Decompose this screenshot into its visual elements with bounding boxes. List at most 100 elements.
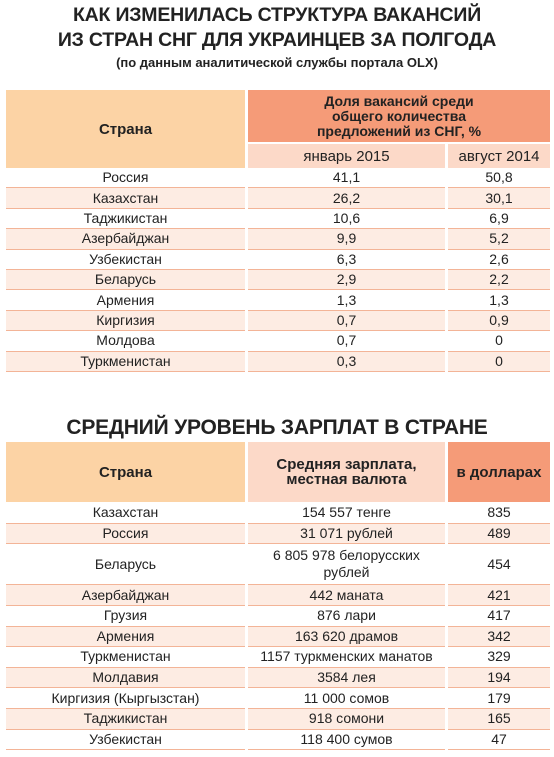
table-cell-text: 1,3 bbox=[336, 291, 357, 308]
table-cell: 0,3 bbox=[248, 351, 445, 372]
header-cell: август 2014 bbox=[448, 144, 550, 168]
table-cell: Молдова bbox=[6, 331, 245, 352]
table-cell-text: Молдавия bbox=[92, 669, 159, 686]
table-cell: Беларусь bbox=[6, 270, 245, 291]
table-cell: 154 557 тенге bbox=[248, 503, 445, 524]
table-cell-text: 0,7 bbox=[336, 311, 357, 328]
table-cell-text: 2,2 bbox=[489, 271, 509, 288]
table-cell: 0,7 bbox=[248, 310, 445, 332]
table-cell: Азербайджан bbox=[6, 229, 245, 250]
table-cell-text: 6 805 978 белорусских рублей bbox=[273, 547, 420, 581]
table-cell: 1157 туркменских манатов bbox=[248, 647, 445, 668]
table-cell-text: Беларусь bbox=[94, 271, 157, 288]
table-cell: 1,3 bbox=[448, 290, 550, 311]
header-cell-text: Средняя зарплата, местная валюта bbox=[276, 456, 417, 488]
table-cell: 918 сомони bbox=[248, 709, 445, 730]
table-cell-text: 835 bbox=[487, 504, 511, 521]
table-cell-text: 1157 туркменских манатов bbox=[260, 648, 433, 665]
table-cell: Грузия bbox=[6, 606, 245, 627]
table-cell: Россия bbox=[6, 168, 245, 189]
table-cell-text: 6,3 bbox=[336, 250, 357, 267]
title-line: КАК ИЗМЕНИЛАСЬ СТРУКТУРА ВАКАНСИЙ bbox=[0, 2, 554, 28]
table-cell: Армения bbox=[6, 626, 245, 648]
header-cell: Страна bbox=[6, 90, 245, 168]
header-cell-text: Страна bbox=[98, 120, 153, 138]
table-cell: 47 bbox=[448, 730, 550, 751]
header-cell: январь 2015 bbox=[248, 144, 445, 168]
table-cell: Армения bbox=[6, 290, 245, 311]
title-line: ИЗ СТРАН СНГ ДЛЯ УКРАИНЦЕВ ЗА ПОЛГОДА bbox=[0, 27, 554, 53]
table-cell: 2,2 bbox=[448, 270, 550, 291]
header-cell-text: январь 2015 bbox=[303, 147, 390, 165]
table-cell: 0,7 bbox=[248, 331, 445, 352]
table-cell: Россия bbox=[6, 523, 245, 545]
table-cell: 342 bbox=[448, 626, 550, 648]
table-cell-text: 454 bbox=[487, 555, 511, 572]
table-cell-text: 421 bbox=[487, 586, 511, 603]
table-cell-text: 489 bbox=[487, 524, 511, 541]
table-cell: 6,9 bbox=[448, 209, 550, 230]
header-cell: Страна bbox=[6, 442, 245, 502]
table-cell-text: 179 bbox=[487, 689, 511, 706]
table-cell: Таджикистан bbox=[6, 209, 245, 230]
section-title: СРЕДНИЙ УРОВЕНЬ ЗАРПЛАТ В СТРАНЕ bbox=[0, 414, 554, 442]
table-cell-text: 1,3 bbox=[489, 291, 509, 308]
table-cell-text: 329 bbox=[487, 648, 511, 665]
table-cell: Туркменистан bbox=[6, 647, 245, 668]
table-cell-text: Туркменистан bbox=[80, 648, 171, 665]
table-cell: Казахстан bbox=[6, 188, 245, 209]
table-cell-text: 9,9 bbox=[336, 230, 357, 247]
table-cell: 118 400 сумов bbox=[248, 730, 445, 751]
section-title-text: СРЕДНИЙ УРОВЕНЬ ЗАРПЛАТ В СТРАНЕ bbox=[66, 416, 488, 439]
table-cell-text: 0,3 bbox=[336, 352, 357, 369]
table-cell-text: 31 071 рублей bbox=[300, 524, 393, 541]
table-cell-text: Грузия bbox=[103, 607, 148, 624]
table-cell-text: Азербайджан bbox=[81, 586, 170, 603]
header-cell: Доля вакансий среди общего количества пр… bbox=[248, 90, 550, 142]
table-cell-text: 41,1 bbox=[332, 169, 361, 186]
table-cell: Беларусь bbox=[6, 544, 245, 586]
table-cell-text: 0 bbox=[495, 332, 503, 349]
table-cell: 442 маната bbox=[248, 585, 445, 606]
table-cell: 6,3 bbox=[248, 250, 445, 270]
table-cell-text: 10,6 bbox=[332, 209, 361, 226]
table-cell-text: 2,9 bbox=[336, 271, 357, 288]
table-cell: 1,3 bbox=[248, 290, 445, 311]
table-cell: 0 bbox=[448, 351, 550, 372]
table-cell-text: 442 маната bbox=[309, 586, 384, 603]
table-cell-text: 0 bbox=[495, 352, 503, 369]
table-cell-text: 47 bbox=[491, 730, 507, 747]
table-cell: Киргизия (Кыргызстан) bbox=[6, 688, 245, 709]
table-cell-text: 918 сомони bbox=[308, 710, 385, 727]
header-cell-text: Доля вакансий среди общего количества пр… bbox=[316, 92, 482, 139]
subtitle: (по данным аналитической службы портала … bbox=[0, 52, 554, 72]
table-cell-text: Казахстан bbox=[92, 189, 159, 206]
table-cell: 421 bbox=[448, 585, 550, 606]
header-cell: Средняя зарплата, местная валюта bbox=[248, 442, 445, 502]
table-cell: Казахстан bbox=[6, 503, 245, 524]
header-cell-text: в долларах bbox=[456, 463, 542, 481]
table-cell-text: 3584 лея bbox=[317, 669, 376, 686]
table-cell-text: Казахстан bbox=[92, 504, 159, 521]
table-cell: 50,8 bbox=[448, 168, 550, 189]
table-cell: 0 bbox=[448, 331, 550, 352]
table-cell: 876 лари bbox=[248, 606, 445, 627]
table-cell-text: Россия bbox=[102, 524, 149, 541]
table-cell-text: 118 400 сумов bbox=[300, 730, 393, 747]
table-cell-text: 30,1 bbox=[485, 189, 513, 206]
table-cell: Туркменистан bbox=[6, 351, 245, 372]
table-cell: 2,6 bbox=[448, 250, 550, 270]
table-cell: 835 bbox=[448, 503, 550, 524]
table-cell: 165 bbox=[448, 709, 550, 730]
table-cell-text: Беларусь bbox=[94, 555, 157, 572]
table-cell: 11 000 сомов bbox=[248, 688, 445, 709]
table-cell-text: 26,2 bbox=[332, 189, 361, 206]
header-cell: в долларах bbox=[448, 442, 550, 502]
table-cell: Узбекистан bbox=[6, 250, 245, 270]
table-cell-text: 0,7 bbox=[336, 332, 357, 349]
table-cell-text: Киргизия bbox=[96, 311, 155, 328]
table-cell: 5,2 bbox=[448, 229, 550, 250]
table-cell-text: 2,6 bbox=[489, 250, 509, 267]
header-cell-text: август 2014 bbox=[458, 147, 540, 165]
